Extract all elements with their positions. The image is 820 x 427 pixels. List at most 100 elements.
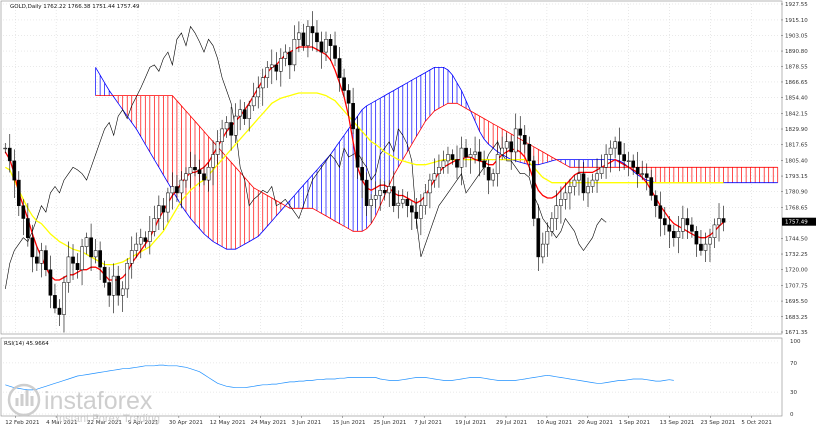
price-tick-label: 1780.90 — [785, 190, 808, 196]
candle-body — [44, 250, 48, 270]
candle-body — [626, 160, 631, 162]
candle-body — [477, 151, 482, 162]
candle-body — [7, 147, 12, 162]
candle-body — [98, 250, 102, 268]
candle-body — [437, 167, 441, 174]
candle-body — [468, 154, 473, 158]
candle-body — [581, 173, 586, 194]
candle-body — [586, 186, 590, 194]
candle-body — [419, 205, 423, 219]
candle-body — [48, 269, 53, 296]
candle-body — [708, 237, 712, 245]
candle-body — [577, 173, 581, 181]
candle-body — [116, 275, 121, 296]
candle-body — [464, 147, 468, 158]
candle-body — [473, 151, 477, 155]
current-price-tag: 1757.49 — [782, 217, 816, 226]
price-tick-label: 1927.55 — [785, 2, 808, 8]
candle-body — [134, 243, 139, 251]
candle-body — [301, 32, 306, 46]
candle-body — [721, 218, 726, 223]
date-tick-label: 12 May 2021 — [210, 420, 246, 426]
date-tick-label: 20 Aug 2021 — [578, 420, 613, 426]
price-tick-label: 1793.15 — [785, 174, 808, 180]
date-tick-label: 25 Jun 2021 — [373, 420, 406, 426]
candle-body — [604, 154, 608, 168]
rsi-tick-label: 30 — [790, 390, 797, 396]
candle-body — [256, 87, 261, 98]
date-tick-label: 23 Sep 2021 — [700, 420, 735, 426]
candle-body — [712, 224, 717, 238]
rsi-line-group — [5, 364, 674, 391]
candle-body — [545, 231, 550, 245]
candle-body — [143, 237, 148, 242]
chart-title: GOLD,Daily 1762.22 1766.38 1751.44 1757.… — [10, 4, 140, 10]
candle-body — [536, 218, 541, 258]
candle-body — [694, 231, 699, 245]
candle-body — [197, 169, 202, 174]
candle-body — [16, 179, 21, 206]
candle-body — [310, 26, 315, 34]
candle-body — [138, 237, 143, 245]
candle-body — [428, 179, 432, 194]
instaforex-watermark: instaforex Instant Forex Trading — [7, 383, 160, 425]
candle-body — [504, 141, 509, 149]
candle-body — [446, 154, 450, 162]
candle-body — [649, 177, 654, 196]
candle-body — [251, 96, 256, 107]
candle-body — [662, 218, 667, 226]
date-tick-label: 7 Jul 2021 — [414, 420, 442, 426]
candle-body — [355, 128, 360, 168]
date-tick-label: 12 Feb 2021 — [5, 420, 39, 426]
candle-body — [590, 179, 595, 187]
watermark-tagline: Instant Forex Trading — [56, 413, 160, 425]
candle-body — [215, 141, 220, 155]
candle-body — [527, 144, 532, 162]
candle-body — [125, 263, 130, 290]
candle-body — [369, 199, 374, 206]
candle-body — [513, 128, 518, 153]
candle-body — [495, 154, 500, 174]
candle-body — [161, 205, 166, 213]
candle-body — [57, 307, 62, 315]
candle-body — [622, 154, 626, 162]
candle-body — [84, 237, 89, 247]
candle-body — [351, 103, 355, 130]
date-tick-label: 10 Aug 2021 — [537, 420, 572, 426]
candle-body — [292, 39, 297, 66]
candle-body — [531, 160, 536, 219]
price-tick-label: 1732.25 — [785, 252, 808, 258]
date-tick-label: 1 Sep 2021 — [619, 420, 650, 426]
date-tick-label: 30 Apr 2021 — [169, 420, 203, 426]
rsi-tick-label: 100 — [790, 339, 801, 345]
candle-body — [102, 266, 107, 283]
candle-body — [166, 192, 170, 213]
rsi-tick-label: 70 — [790, 361, 797, 367]
candle-body — [278, 58, 283, 72]
candle-body — [265, 67, 270, 78]
candle-body — [554, 205, 559, 219]
price-tick-label: 1854.40 — [785, 96, 808, 102]
current-price-label: 1757.49 — [785, 220, 808, 226]
candle-body — [500, 147, 505, 155]
candle-body — [26, 218, 30, 238]
candle-body — [206, 167, 211, 181]
watermark-brand: instaforex — [44, 387, 153, 415]
candle-body — [509, 141, 514, 153]
price-tick-label: 1878.55 — [785, 65, 808, 71]
price-tick-label: 1829.90 — [785, 127, 808, 133]
price-tick-label: 1744.50 — [785, 236, 808, 242]
grid-rsi — [3, 340, 780, 415]
rsi-label: RSI(14) 45.9664 — [4, 341, 49, 347]
price-tick-label: 1915.10 — [785, 18, 808, 24]
grid-main — [3, 3, 780, 333]
candle-body — [30, 237, 35, 258]
candle-body — [53, 295, 57, 309]
senkou-span-b-line — [95, 95, 778, 232]
date-tick-label: 29 Jul 2021 — [496, 420, 527, 426]
candle-body — [672, 231, 676, 238]
candle-body — [595, 173, 599, 181]
candle-body — [658, 205, 663, 219]
candle-body — [482, 160, 486, 168]
